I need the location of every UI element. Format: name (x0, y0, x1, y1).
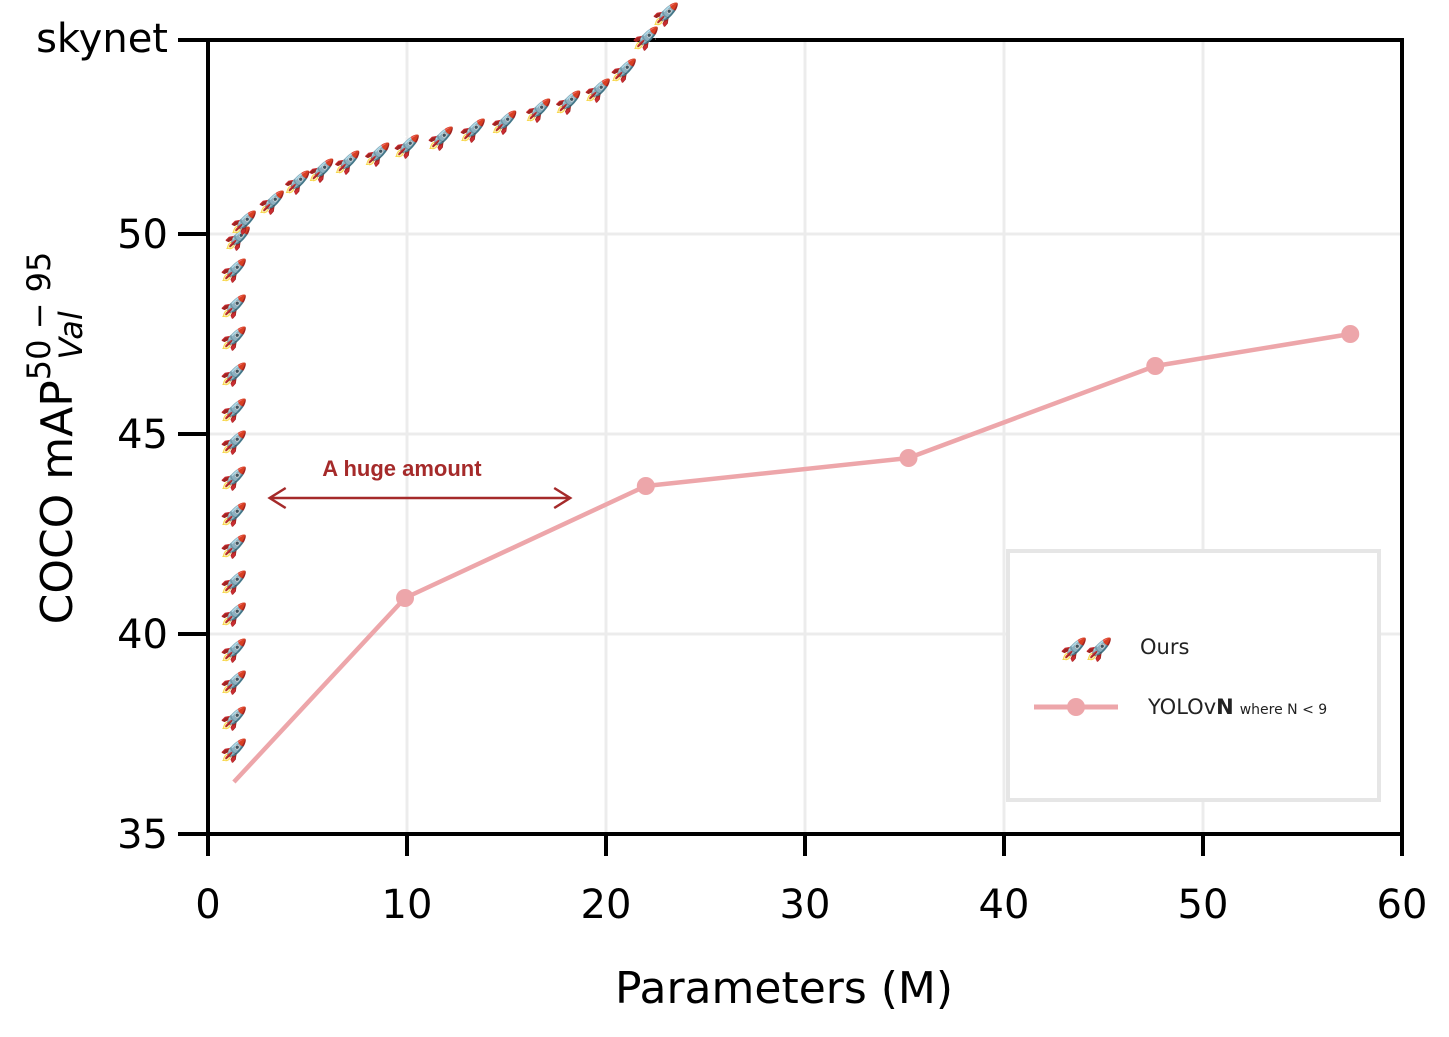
x-tick-label-0: 0 (195, 882, 220, 928)
series-yolo-point-1 (396, 589, 415, 607)
x-tick-label-50: 50 (1178, 882, 1229, 928)
series-ours-point-11: 🚀 (220, 362, 247, 387)
legend-label-ours: Ours (1140, 635, 1189, 659)
series-yolo-point-5 (1341, 325, 1360, 343)
legend-ours-marker-1: 🚀 (1060, 637, 1087, 662)
series-ours: 🚀🚀🚀🚀🚀🚀🚀🚀🚀🚀🚀🚀🚀🚀🚀🚀🚀🚀🚀🚀🚀 🚀 🚀 🚀 🚀 🚀 🚀 🚀 🚀🚀🚀🚀 (220, 2, 679, 763)
annotation-arrowhead-right (553, 486, 573, 510)
y-axis-ticks: 35 40 45 50 skynet (36, 16, 208, 858)
series-ours-point-30: 🚀 (632, 26, 659, 51)
legend-box (1006, 549, 1381, 802)
legend: 🚀 🚀 Ours YOLOvN where N < 9 (1006, 549, 1381, 802)
legend-label-yolo: YOLOvN where N < 9 (1147, 695, 1327, 719)
y-tick-label-skynet: skynet (36, 16, 168, 62)
series-ours-point-31: 🚀 (652, 2, 679, 27)
x-tick-label-30: 30 (780, 882, 831, 928)
series-ours-point-2: 🚀 (220, 670, 247, 695)
x-tick-label-20: 20 (581, 882, 632, 928)
legend-yolo-bold: N (1216, 695, 1234, 719)
series-ours-point-5: 🚀 (220, 570, 247, 595)
series-ours-point-12: 🚀 (220, 326, 247, 351)
legend-item-ours: 🚀 🚀 Ours (1060, 635, 1189, 662)
series-ours-point-4: 🚀 (220, 602, 247, 627)
series-yolo-point-3 (899, 449, 918, 467)
x-axis-ticks: 0 10 20 30 40 50 60 (195, 834, 1427, 928)
series-ours-point-24: 🚀 (459, 118, 486, 143)
series-ours-point-28: 🚀 (584, 78, 611, 103)
y-axis-title-superscript: 50 − 95 (20, 252, 58, 381)
series-ours-point-21: 🚀 (363, 142, 390, 167)
series-ours-point-6: 🚀 (220, 534, 247, 559)
series-ours-point-1: 🚀 (220, 706, 247, 731)
series-ours-point-17: 🚀 (258, 190, 285, 215)
series-ours-point-8: 🚀 (220, 466, 247, 491)
series-ours-point-10: 🚀 (220, 398, 247, 423)
series-ours-point-0: 🚀 (220, 738, 247, 763)
y-axis-title-main: COCO mAP (32, 380, 83, 624)
y-tick-label-35: 35 (117, 812, 168, 858)
series-ours-point-16: 🚀 (230, 210, 257, 235)
x-tick-label-10: 10 (382, 882, 433, 928)
annotation: A huge amount (267, 456, 573, 510)
x-tick-label-60: 60 (1377, 882, 1428, 928)
series-ours-point-25: 🚀 (491, 110, 518, 135)
series-ours-point-23: 🚀 (427, 126, 454, 151)
series-ours-point-13: 🚀 (220, 294, 247, 319)
y-tick-label-50: 50 (117, 212, 168, 258)
series-ours-point-15: 🚀 (224, 226, 251, 251)
series-yolo-point-4 (1146, 357, 1165, 375)
series-ours-point-29: 🚀 (610, 58, 637, 83)
annotation-text: A huge amount (322, 456, 482, 481)
legend-ours-marker-2: 🚀 (1085, 637, 1112, 662)
x-axis-title: Parameters (M) (615, 963, 953, 1014)
series-yolo-line (232, 331, 1351, 784)
legend-yolo-marker (1067, 698, 1085, 716)
series-ours-point-22: 🚀 (393, 134, 420, 159)
y-tick-label-40: 40 (117, 612, 168, 658)
y-tick-label-45: 45 (117, 412, 168, 458)
x-tick-label-40: 40 (979, 882, 1030, 928)
series-yolo-point-2 (636, 477, 655, 495)
legend-yolo-prefix: YOLOv (1147, 695, 1216, 719)
series-ours-point-9: 🚀 (220, 430, 247, 455)
series-ours-point-19: 🚀 (308, 158, 335, 183)
series-ours-point-26: 🚀 (525, 98, 552, 123)
legend-yolo-suffix: where N < 9 (1240, 702, 1327, 718)
annotation-arrowhead-left (267, 486, 287, 510)
series-ours-point-20: 🚀 (334, 150, 361, 175)
y-axis-title-subscript: Val (52, 311, 90, 359)
series-ours-point-7: 🚀 (220, 502, 247, 527)
legend-item-yolo: YOLOvN where N < 9 (1034, 695, 1327, 719)
grid (208, 40, 1402, 834)
series-ours-point-27: 🚀 (554, 90, 581, 115)
series-ours-point-14: 🚀 (220, 258, 247, 283)
y-axis-title: COCO mAP50 − 95Val (20, 252, 90, 625)
series-ours-point-3: 🚀 (220, 638, 247, 663)
series-ours-point-18: 🚀 (284, 170, 311, 195)
